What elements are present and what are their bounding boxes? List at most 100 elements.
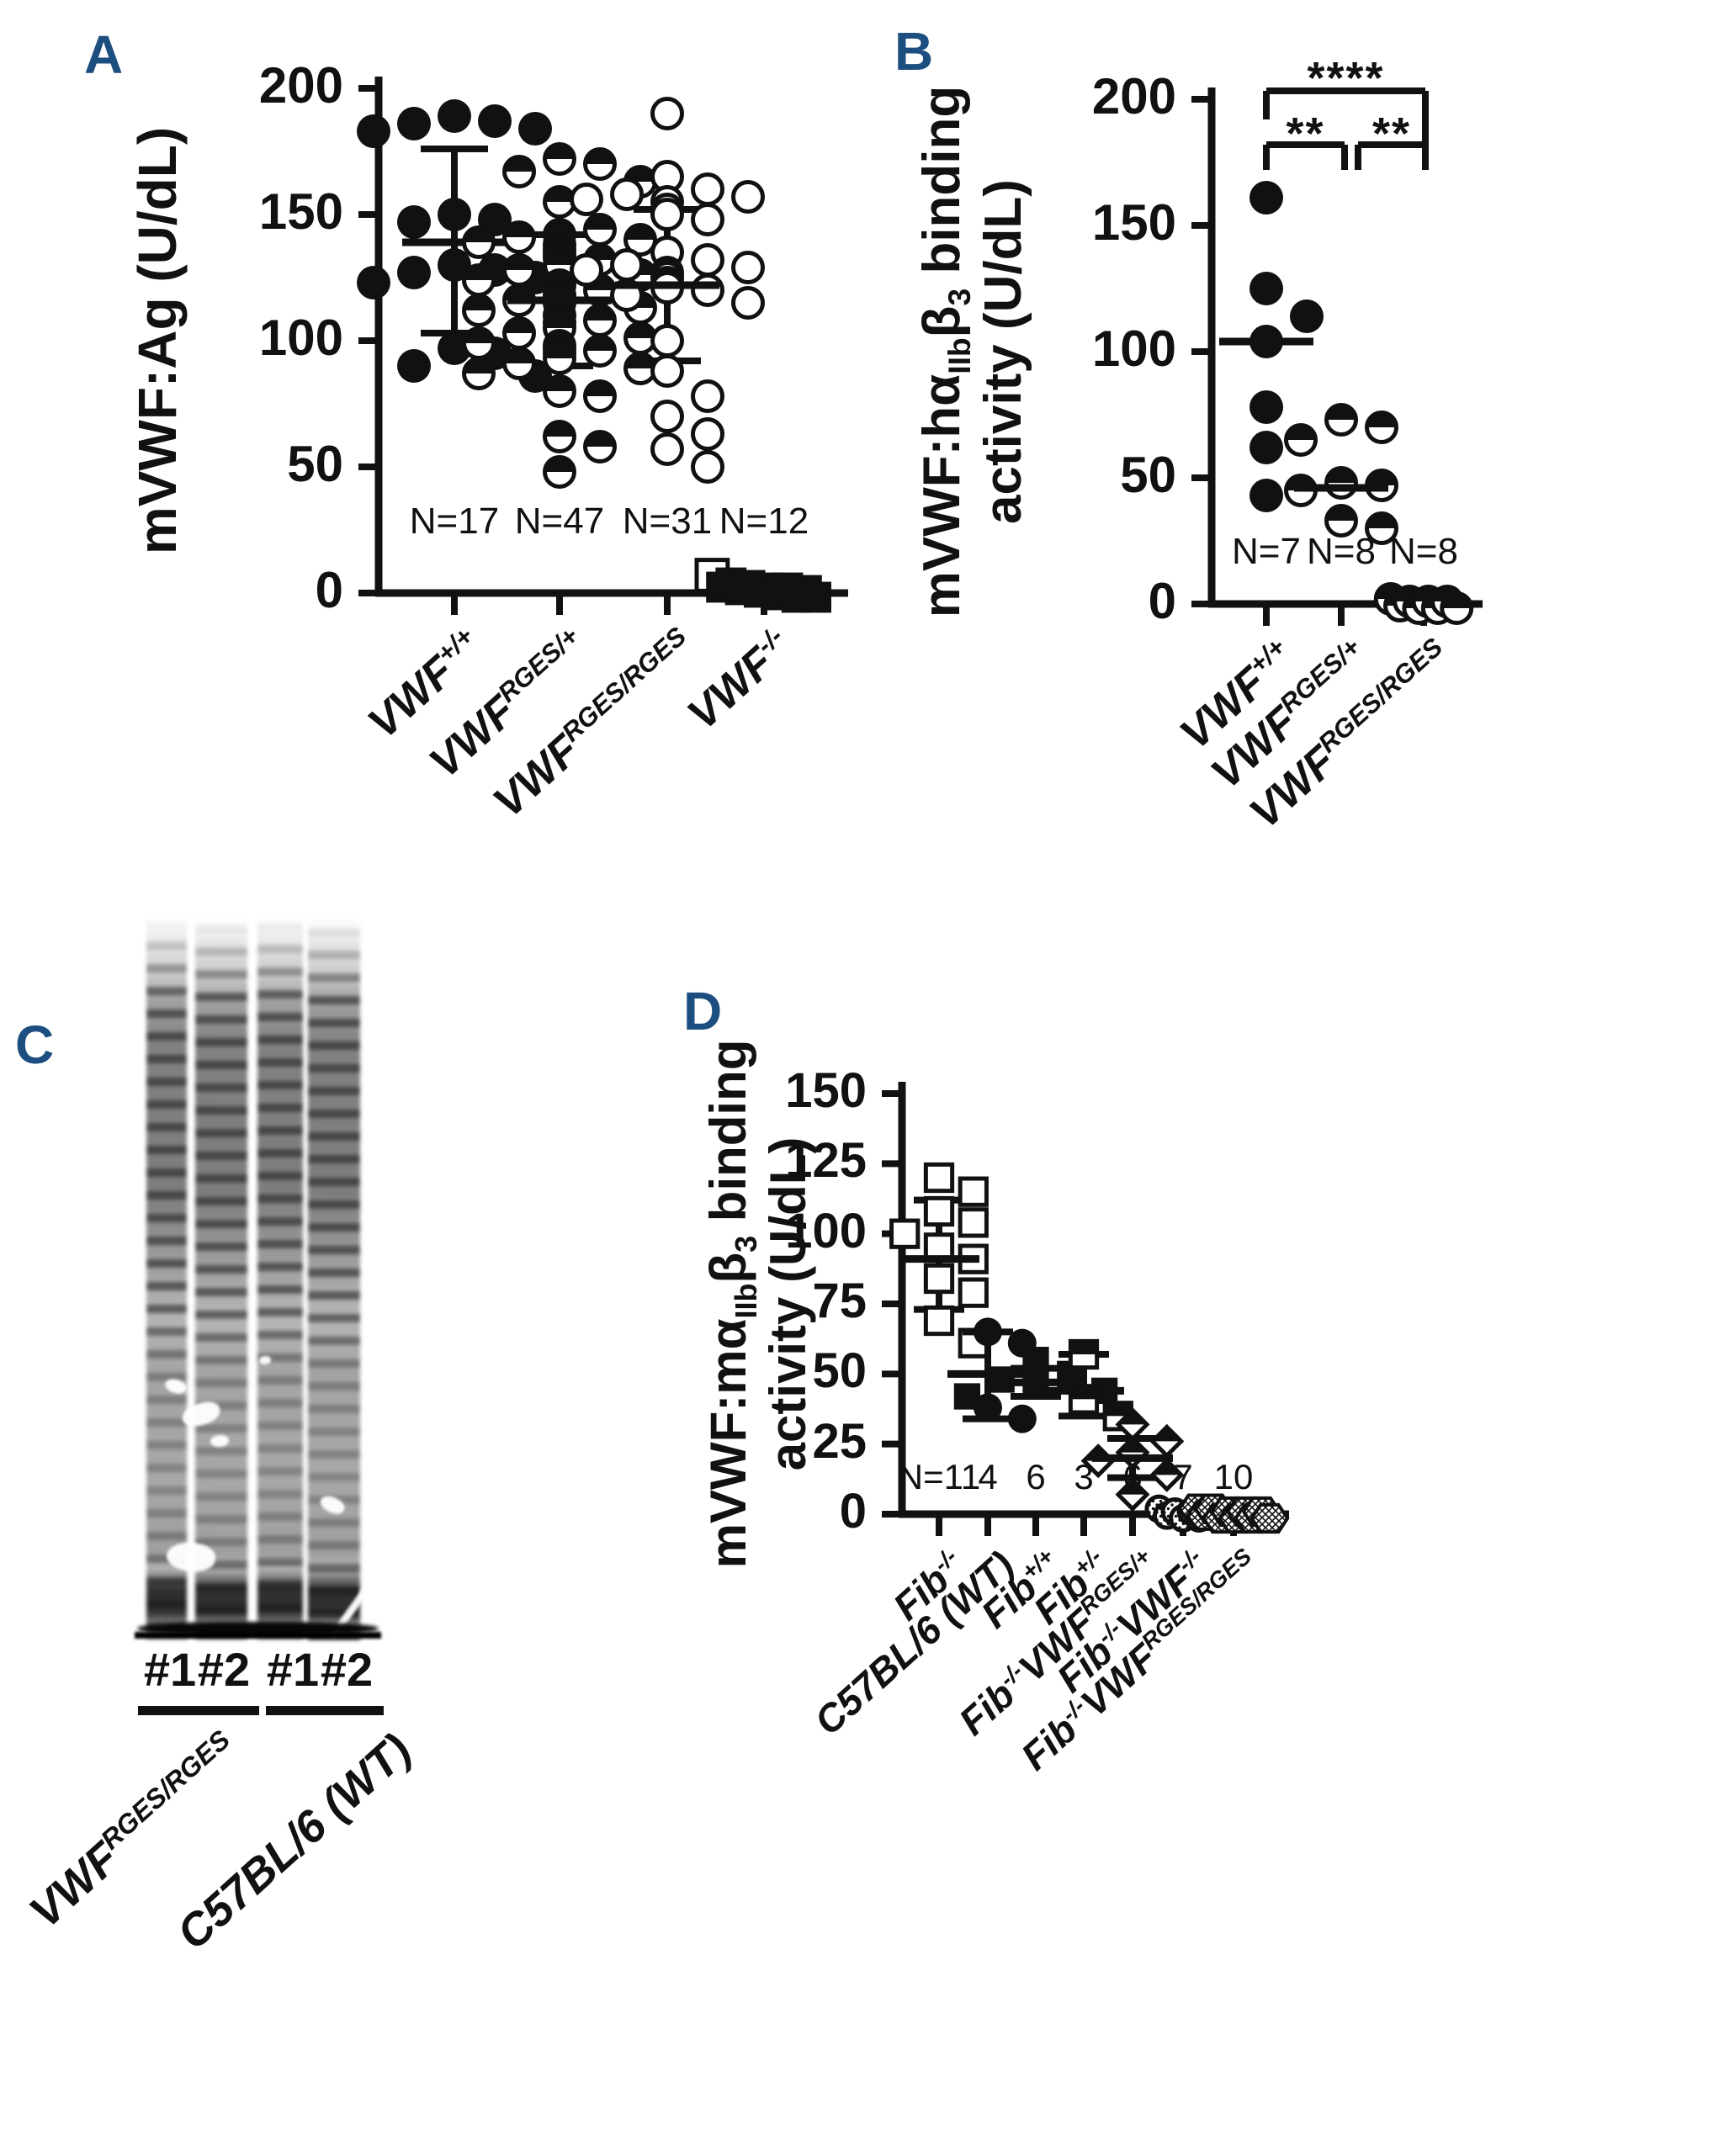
- y-tick-label: 0: [315, 562, 343, 618]
- data-point-circle-half: [1324, 504, 1358, 538]
- subscript-text: 3: [942, 288, 978, 306]
- data-point-circle-half: [583, 430, 617, 464]
- data-point-circle-open: [731, 251, 765, 284]
- data-point-square-open: [923, 1263, 955, 1295]
- y-tick-label: 200: [258, 57, 343, 114]
- significance-stars: **: [1286, 109, 1325, 159]
- data-point-circle-half: [462, 294, 496, 327]
- gel-lane-label-1: #1: [143, 1643, 197, 1696]
- data-point-diamond-half: [1149, 1423, 1185, 1459]
- data-point-diamond-half: [1115, 1435, 1150, 1470]
- gel-lane-4: [308, 919, 360, 1640]
- data-point-circle-filled: [397, 349, 431, 383]
- data-point-circle-open: [691, 203, 724, 236]
- data-point-circle-half: [502, 220, 536, 254]
- gel-artifact-speck: [210, 1435, 229, 1447]
- data-point-square-open: [958, 1277, 989, 1308]
- data-point-square-half: [1068, 1338, 1100, 1370]
- data-point-circle-half: [543, 455, 576, 489]
- y-tick-label: 150: [1091, 194, 1176, 251]
- y-tick-label: 50: [287, 436, 343, 492]
- data-point-circle-filled: [438, 99, 471, 133]
- y-tick-label: 0: [839, 1484, 867, 1539]
- data-point-circle-open: [691, 243, 724, 277]
- data-point-square-open: [889, 1218, 921, 1249]
- n-count-label: N=47: [514, 500, 605, 542]
- text-segment: activity (U/dL): [974, 179, 1032, 524]
- panel-letter-b: B: [894, 21, 934, 82]
- data-point-circle-open: [691, 450, 724, 484]
- gel-blot-image: [133, 919, 383, 1640]
- n-count-label: 4: [978, 1456, 998, 1496]
- gel-bottom-edge: [135, 1632, 381, 1639]
- data-point-diamond-half: [1115, 1477, 1150, 1512]
- data-point-circle-filled: [518, 112, 552, 146]
- data-point-square-filled: [1022, 1347, 1049, 1374]
- gel-lane-label-3: #1: [266, 1643, 320, 1696]
- y-axis-title: mVWF:hαIIbβ3 binding activity (U/dL): [911, 86, 1034, 617]
- data-point-circle-half: [1365, 511, 1398, 545]
- data-point-circle-half: [1284, 423, 1318, 457]
- significance-stars: **: [1371, 109, 1412, 159]
- text-segment: mVWF:Ag (U/dL): [127, 126, 188, 555]
- n-count-label: 6: [1122, 1456, 1143, 1496]
- text-segment: mVWF:hα: [912, 373, 971, 618]
- data-point-circle-open: [691, 417, 724, 451]
- data-point-circle-filled: [1249, 479, 1283, 512]
- data-point-diamond-half: [1149, 1457, 1185, 1492]
- y-tick-label: 25: [812, 1413, 867, 1469]
- data-point-circle-filled: [1249, 272, 1283, 305]
- data-point-circle-half: [1324, 403, 1358, 437]
- panel-letter-c: C: [15, 1014, 55, 1075]
- n-count-label: N=12: [719, 500, 809, 542]
- data-point-circle-filled: [357, 114, 390, 148]
- n-count-label: N=17: [409, 500, 500, 542]
- data-point-circle-open: [731, 180, 765, 214]
- data-point-circle-filled: [438, 198, 471, 231]
- data-point-circle-open: [731, 286, 765, 320]
- data-point-circle-half: [583, 213, 617, 246]
- data-point-circle-half: [462, 225, 496, 259]
- n-count-label: 7: [1173, 1456, 1193, 1496]
- y-tick-label: 50: [812, 1343, 867, 1399]
- data-point-circle-open: [650, 324, 684, 358]
- y-axis-title-line: mVWF:hαIIbβ3 binding: [911, 86, 977, 618]
- data-point-circle-open: [570, 253, 603, 287]
- data-point-circle-half: [543, 420, 576, 453]
- data-point-square-open: [923, 1162, 955, 1194]
- data-point-circle-half: [462, 357, 496, 390]
- text-segment: binding: [700, 1039, 757, 1236]
- text-segment: β: [700, 1252, 757, 1284]
- data-point-circle-filled: [1007, 1404, 1037, 1433]
- data-point-circle-half: [583, 334, 617, 368]
- gel-group-underline-1: [138, 1706, 259, 1715]
- n-count-label: N=11: [897, 1456, 981, 1496]
- data-point-square-open: [923, 1305, 955, 1337]
- data-point-circle-half: [502, 155, 536, 188]
- y-axis-title: mVWF:mαIIbβ3 binding activity (U/dL): [699, 1040, 819, 1569]
- data-point-circle-half: [1324, 466, 1358, 500]
- data-point-circle-open: [650, 354, 684, 388]
- data-point-circle-filled: [974, 1393, 1002, 1422]
- data-point-circle-filled: [1290, 299, 1324, 333]
- data-point-circle-open: [650, 97, 684, 130]
- data-point-circle-filled: [1249, 181, 1283, 215]
- y-axis-title: mVWF:Ag (U/dL): [126, 127, 190, 554]
- data-point-circle-half: [502, 253, 536, 287]
- y-tick-label: 75: [812, 1274, 867, 1329]
- figure-plot-canvas: [357, 77, 1483, 1536]
- text-segment: mVWF:mα: [700, 1318, 757, 1569]
- y-tick-label: 200: [1091, 68, 1176, 124]
- data-point-square-open: [958, 1207, 989, 1238]
- gel-lane-1: [146, 919, 187, 1640]
- gel-artifact-speck: [259, 1356, 271, 1364]
- data-point-circle-half: [502, 347, 536, 380]
- data-point-circle-filled: [438, 248, 471, 282]
- y-tick-label: 150: [258, 183, 343, 240]
- data-point-circle-open: [650, 400, 684, 433]
- y-tick-label: 125: [785, 1133, 867, 1189]
- data-point-circle-half: [543, 374, 576, 408]
- data-point-circle-half: [543, 185, 576, 219]
- data-point-circle-filled: [1249, 431, 1283, 464]
- significance-stars: ****: [1307, 53, 1385, 103]
